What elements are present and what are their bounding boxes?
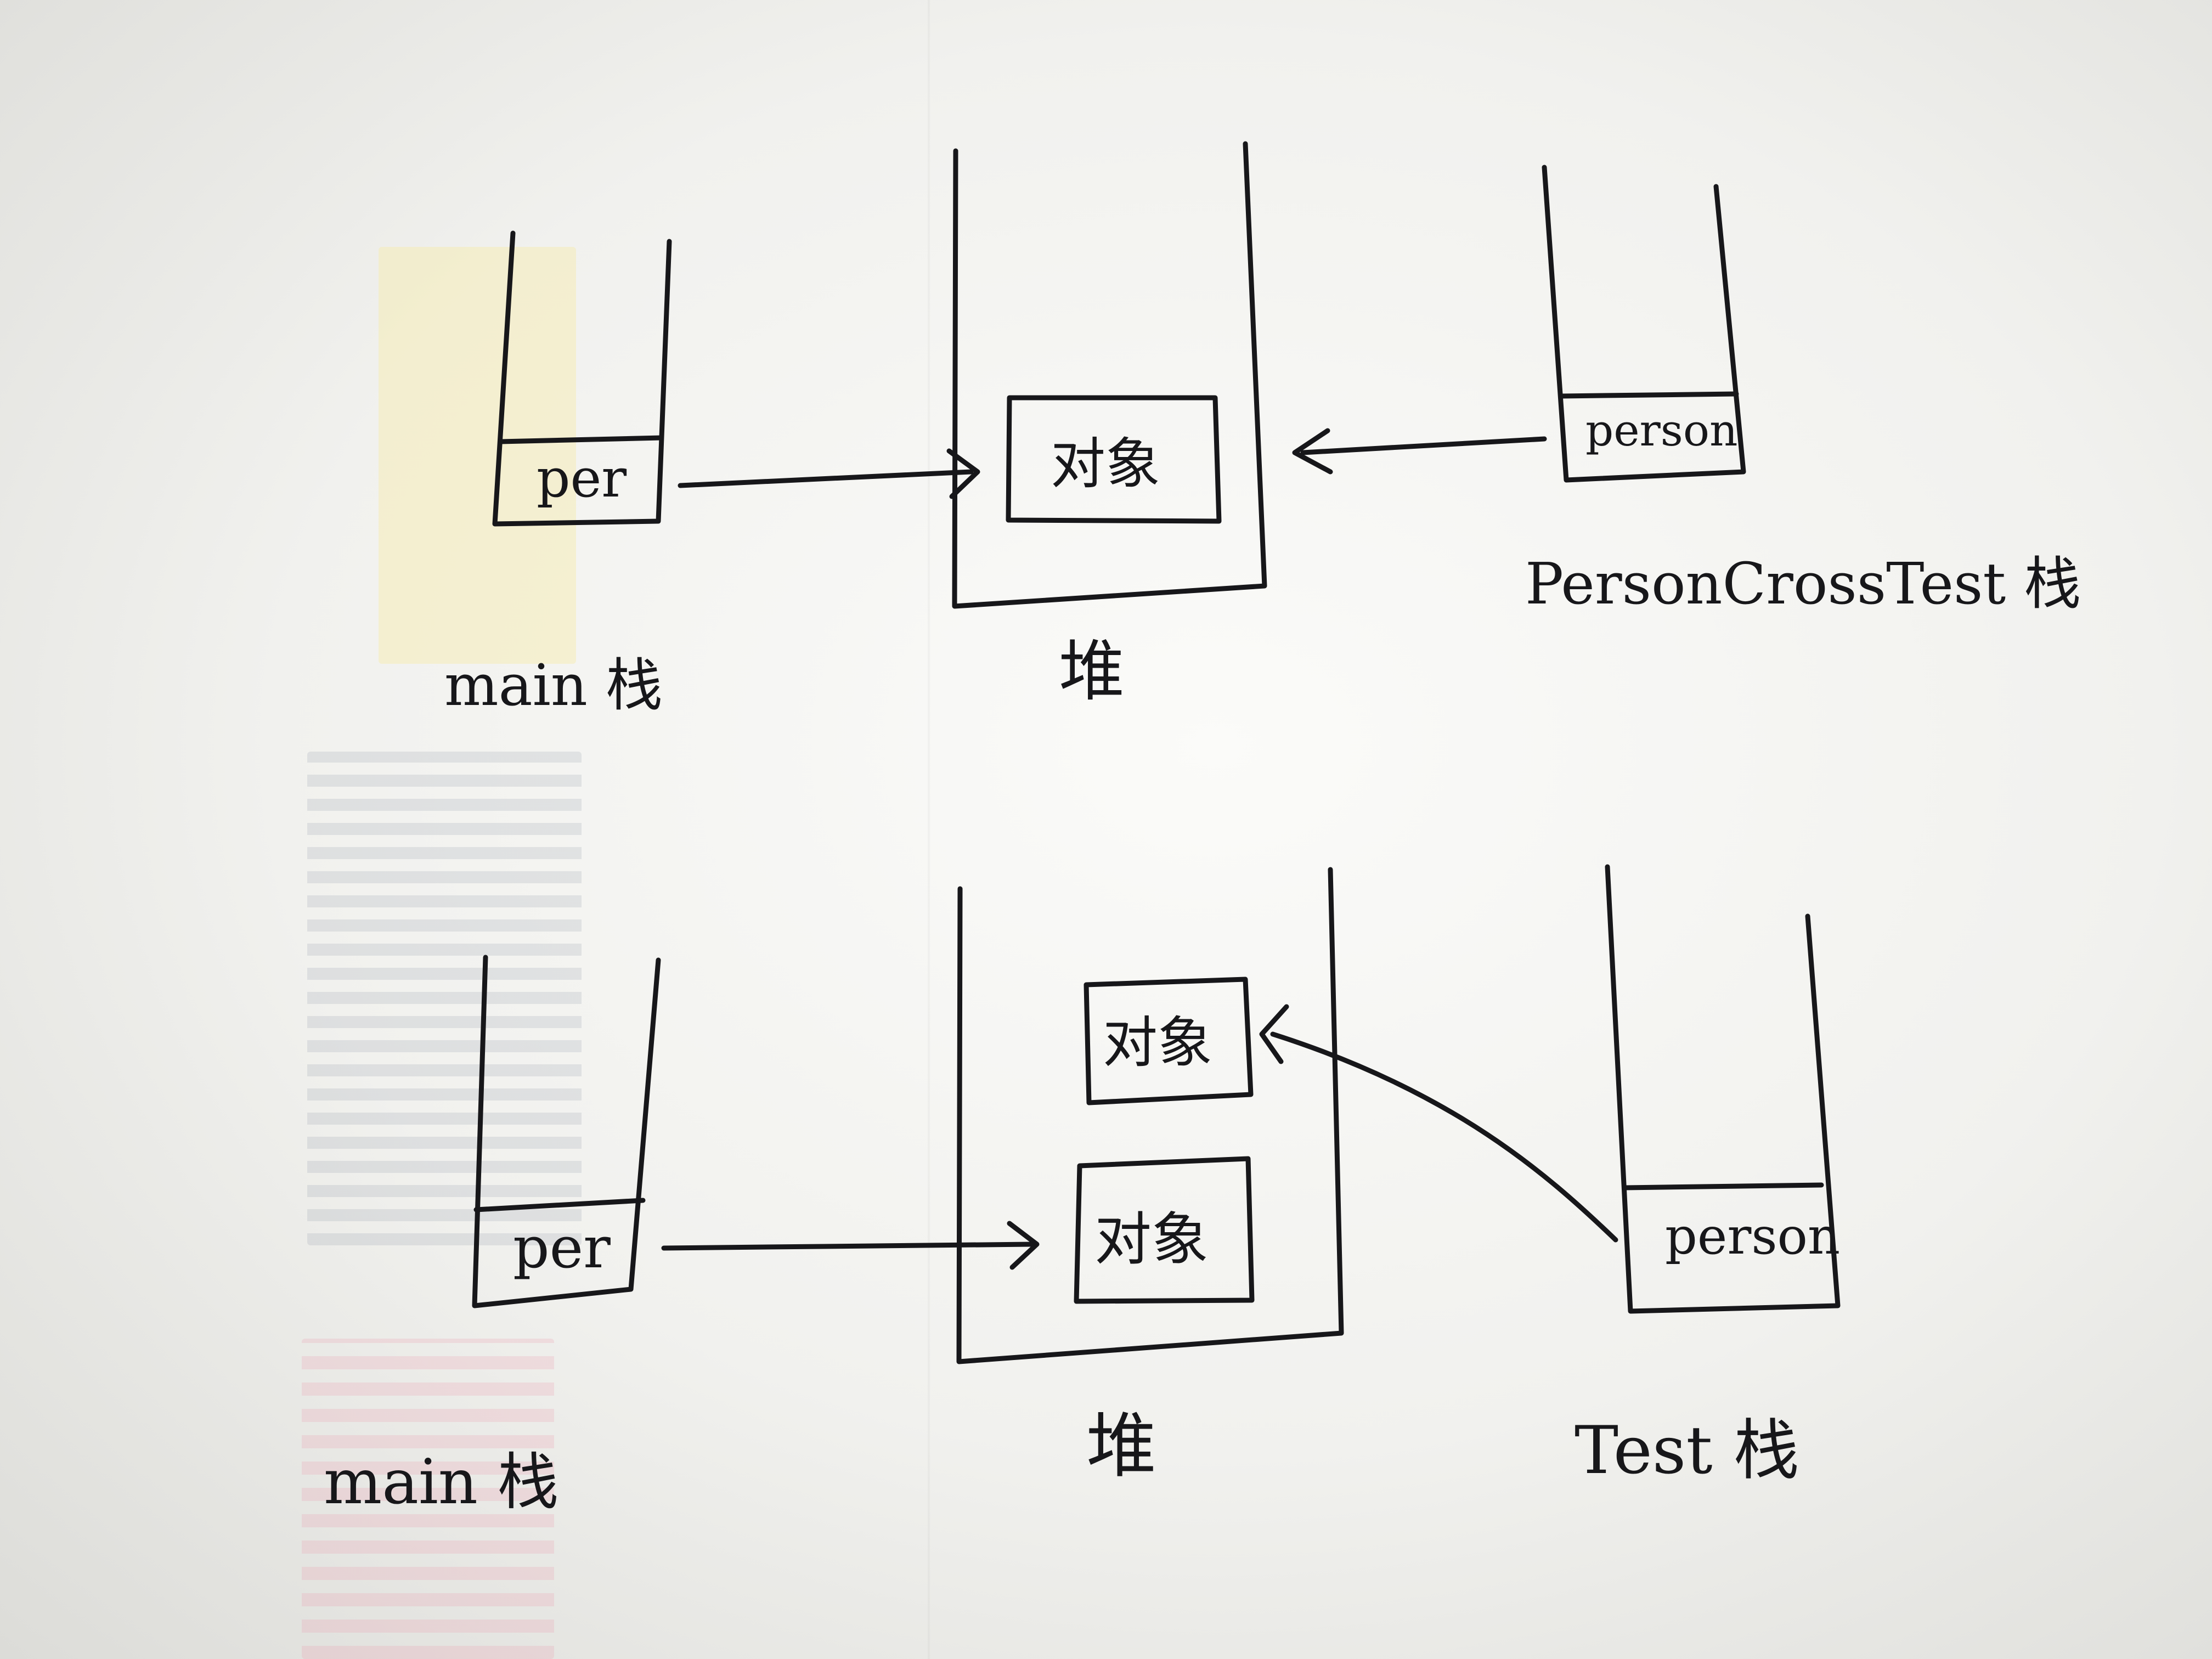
bottom-other-stack-walls [1605,864,1841,1314]
bottom-heap-object-label-1: 对象 [1103,1011,1212,1075]
bottom-heap-object-label-2: 对象 [1094,1206,1209,1273]
top-cross-reference-arrowhead [1292,428,1333,475]
bottom-main-stack-divider [473,1198,646,1212]
bottom-heap-object-box-2 [1074,1156,1255,1304]
bottom-heap: 对象 对象 [956,867,1344,1364]
top-reference-arrowhead [946,448,980,499]
top-heap-label: 堆 [1059,634,1125,710]
page-fold [927,0,930,1659]
top-other-stack-divider [1558,391,1739,399]
bottom-other-stack-label: Test 栈 [1575,1413,1799,1489]
top-main-slot-label: per [537,448,627,509]
top-cross-reference-arrow [1300,436,1547,455]
top-main-stack-divider [498,435,664,444]
bottom-main-stack-walls [472,955,661,1308]
bottom-heap-label: 堆 [1086,1406,1156,1487]
bottom-other-slot-label: person [1665,1207,1840,1266]
top-heap-object-label: 对象 [1051,432,1160,496]
top-reference-arrow [678,469,974,488]
bottom-main-slot-label: per [513,1214,611,1281]
bottom-heap-walls [956,867,1344,1364]
top-other-stack-walls [1542,165,1746,483]
bottom-cross-reference-arrow [1270,1031,1618,1243]
bottom-heap-object-box-1 [1084,977,1254,1105]
top-main-stack-label: main 栈 [444,652,663,719]
bleed-through-text-pink [302,1339,554,1659]
bleed-through-text [307,752,582,1245]
bottom-main-stack: per [472,955,661,1308]
bottom-other-stack: person [1605,864,1841,1314]
top-heap-walls [952,141,1267,609]
bottom-reference-arrow [661,1242,1034,1251]
top-other-stack: person [1542,165,1746,483]
top-other-slot-label: person [1585,405,1738,456]
bleed-through-highlight [379,247,576,664]
top-heap: 对象 [952,141,1267,609]
top-other-stack-label: PersonCrossTest 栈 [1525,550,2081,617]
top-main-stack-walls [492,230,672,527]
bottom-reference-arrowhead [1007,1221,1040,1270]
top-main-stack: per [492,230,672,527]
top-heap-object-box [1006,395,1222,524]
bottom-cross-reference-arrowhead [1259,1004,1289,1064]
bottom-other-stack-divider [1622,1182,1824,1190]
bottom-main-stack-label: main 栈 [324,1447,559,1518]
